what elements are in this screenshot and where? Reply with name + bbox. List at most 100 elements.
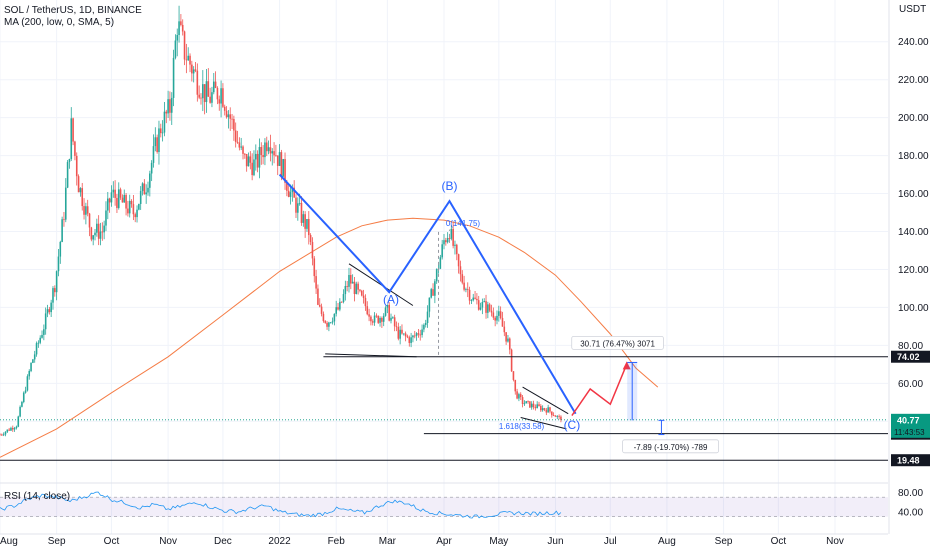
candle-body-88 [159,128,162,134]
candle-body-281 [512,371,515,380]
y-tick-label-5: 140.00 [898,227,929,238]
candle-158 [287,185,290,198]
candle-169 [307,211,310,245]
candle-285 [519,392,522,401]
candle-134 [244,153,246,159]
candle-body-78 [141,183,144,192]
candle-21 [37,340,40,348]
candle-body-5 [8,429,10,431]
candle-body-38 [68,158,71,163]
x-tick-label-14: Oct [771,536,787,547]
x-tick-label-2: Oct [104,536,120,547]
candle-body-24 [43,329,45,335]
candle-143 [260,142,263,165]
candle-76 [138,203,140,211]
candle-body-292 [532,403,535,408]
candle-234 [426,305,429,328]
candle-body-132 [240,146,242,148]
candle-body-62 [112,189,115,193]
candle-body-75 [136,209,138,218]
rsi-line [0,491,562,519]
candle-296 [540,404,542,412]
candle-body-20 [35,343,38,355]
candle-body-297 [541,408,544,411]
candle-body-128 [233,118,235,131]
candle-body-249 [454,244,456,246]
candle-45 [81,182,84,211]
measure-label-box-2 [571,335,664,350]
candle-body-232 [423,324,425,330]
candle-body-167 [304,214,306,229]
candle-219 [399,326,401,345]
candle-16 [28,369,31,380]
candle-88 [159,123,162,138]
candle-body-141 [256,153,259,168]
candle-body-182 [331,321,334,323]
candle-body-0 [0,434,1,436]
candle-body-168 [306,218,308,229]
candle-256 [466,282,469,298]
wave-label-2: (C) [564,418,581,432]
candle-151 [275,144,277,157]
candle-body-161 [293,187,295,198]
candle-101 [183,30,186,66]
candle-170 [309,233,312,246]
candle-115 [209,87,211,104]
candle-245 [446,232,449,244]
candle-body-71 [128,200,131,214]
candle-71 [128,194,131,218]
candle-body-137 [249,156,252,163]
candle-body-209 [381,317,383,322]
candle-96 [174,34,177,60]
candle-53 [96,218,98,237]
candles [0,5,562,437]
candle-199 [362,289,365,304]
candle-289 [527,400,529,404]
candle-251 [457,253,460,274]
candle-body-267 [487,304,489,313]
candle-252 [459,260,462,282]
candle-294 [536,401,538,409]
candle-118 [214,71,217,89]
candle-body-235 [428,297,431,312]
candle-body-115 [209,96,211,103]
candle-body-160 [291,187,294,193]
candle-body-94 [170,97,173,113]
candle-139 [253,150,255,177]
candle-114 [207,68,210,97]
candle-126 [229,107,232,131]
candle-274 [499,306,502,320]
candle-214 [390,313,392,324]
candle-255 [465,287,467,293]
candle-body-200 [364,297,367,307]
candle-130 [236,130,239,144]
candle-12 [21,400,23,408]
candle-56 [101,222,104,241]
candle-287 [523,400,526,406]
candle-body-27 [48,309,51,313]
candle-body-82 [149,173,151,188]
candle-body-293 [534,407,537,409]
candle-body-123 [223,106,226,111]
candle-body-130 [236,141,239,143]
candle-body-53 [96,223,98,233]
candle-163 [297,197,299,221]
candle-265 [483,298,485,303]
candle-273 [498,305,500,322]
candle-body-93 [169,99,171,113]
x-tick-label-11: Jul [604,536,617,547]
candle-288 [525,401,528,404]
candle-body-122 [222,88,224,107]
candle-212 [386,304,389,314]
candle-body-225 [410,337,412,343]
candle-112 [203,84,206,115]
candle-body-68 [123,194,126,203]
candle-132 [240,137,242,151]
candle-123 [223,104,226,116]
wave-label-1: (B) [441,179,457,193]
candle-body-23 [41,334,43,338]
candle-9 [15,425,18,430]
candle-48 [86,199,89,217]
candle-3 [4,431,7,437]
